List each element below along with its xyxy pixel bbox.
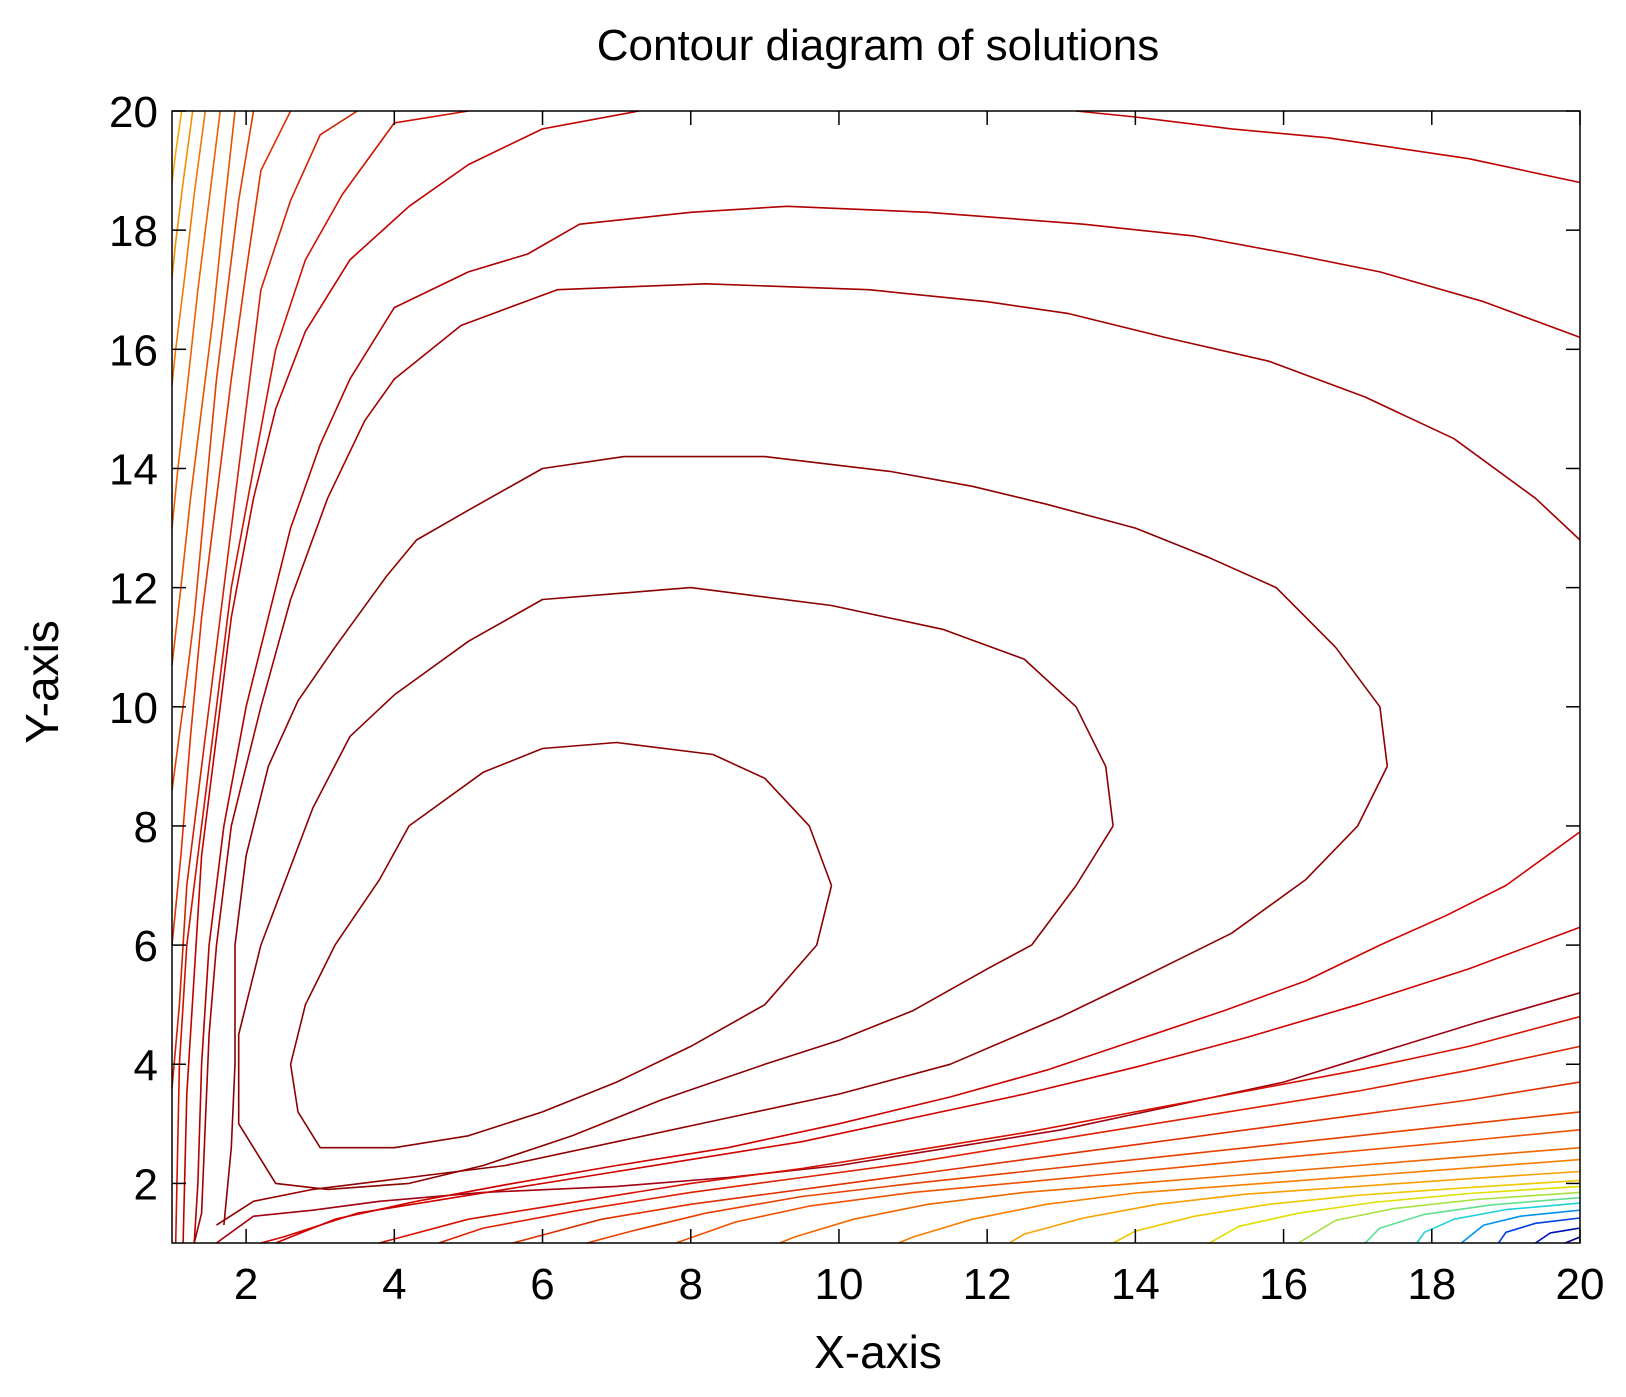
contour-line-35 [1535,1227,1581,1244]
y-tick-label: 8 [134,803,158,852]
contour-line-15 [171,110,207,386]
contour-line-31 [1364,1196,1581,1244]
x-tick-label: 16 [1259,1260,1308,1309]
contour-line-30 [1297,1191,1581,1244]
contour-lines [171,110,1581,1244]
contour-line-10 [171,110,358,1089]
contour-line-8 [182,110,640,1244]
contour-line-17 [171,110,183,183]
y-tick-label: 4 [134,1041,158,1090]
y-tick-label: 18 [109,207,158,256]
y-tick-label: 14 [109,445,158,494]
contour-line-2 [216,992,1581,1244]
x-axis-label: X-axis [814,1326,942,1378]
x-tick-label: 4 [382,1260,406,1309]
contour-line-34 [1497,1217,1581,1244]
contour-line-26 [897,1158,1581,1244]
x-tick-label: 18 [1407,1260,1456,1309]
contour-line-22 [512,1081,1581,1244]
y-axis-label: Y-axis [16,620,68,744]
contour-line-3 [216,766,1389,1226]
x-tick-label: 14 [1111,1260,1160,1309]
contour-line-0 [289,741,833,1149]
contour-line-24 [675,1129,1581,1244]
contour-line-36 [1564,1236,1581,1244]
x-tick-label: 12 [963,1260,1012,1309]
contour-line-32 [1416,1202,1581,1244]
chart-title: Contour diagram of solutions [597,21,1160,70]
x-tick-label: 20 [1556,1260,1605,1309]
x-tick-label: 2 [234,1260,258,1309]
y-tick-label: 12 [109,565,158,614]
contour-line-18 [260,926,1581,1244]
x-tick-label: 6 [530,1260,554,1309]
contour-line-1 [237,586,1114,1191]
y-tick-label: 16 [109,326,158,375]
y-tick-label: 10 [109,684,158,733]
contour-line-14 [171,110,221,529]
plot-frame [171,110,1581,1244]
contour-line-19 [275,831,1581,1244]
contour-line-20 [379,1015,1581,1244]
contour-line-23 [586,1111,1581,1244]
contour-line-6 [193,205,1581,1244]
contour-line-29 [1209,1185,1581,1244]
contour-line-7 [1076,110,1581,184]
x-tick-label: 8 [678,1260,702,1309]
contour-line-21 [438,1045,1581,1244]
contour-line-11 [171,110,292,946]
contour-line-12 [171,110,255,791]
contour-line-9 [174,110,469,1244]
x-axis-ticks: 2 4 6 8 10 12 14 16 18 20 [234,111,1605,1309]
y-axis-ticks: 2 4 6 8 10 12 14 16 18 20 [109,88,1580,1209]
contour-line-25 [779,1146,1581,1244]
contour-line-4 [223,455,1389,1226]
contour-line-33 [1460,1209,1581,1244]
contour-line-27 [1008,1170,1581,1244]
contour-line-5 [193,282,1581,1244]
y-tick-label: 6 [134,922,158,971]
y-tick-label: 2 [134,1160,158,1209]
contour-line-16 [171,110,194,278]
y-tick-label: 20 [109,88,158,137]
x-tick-label: 10 [814,1260,863,1309]
